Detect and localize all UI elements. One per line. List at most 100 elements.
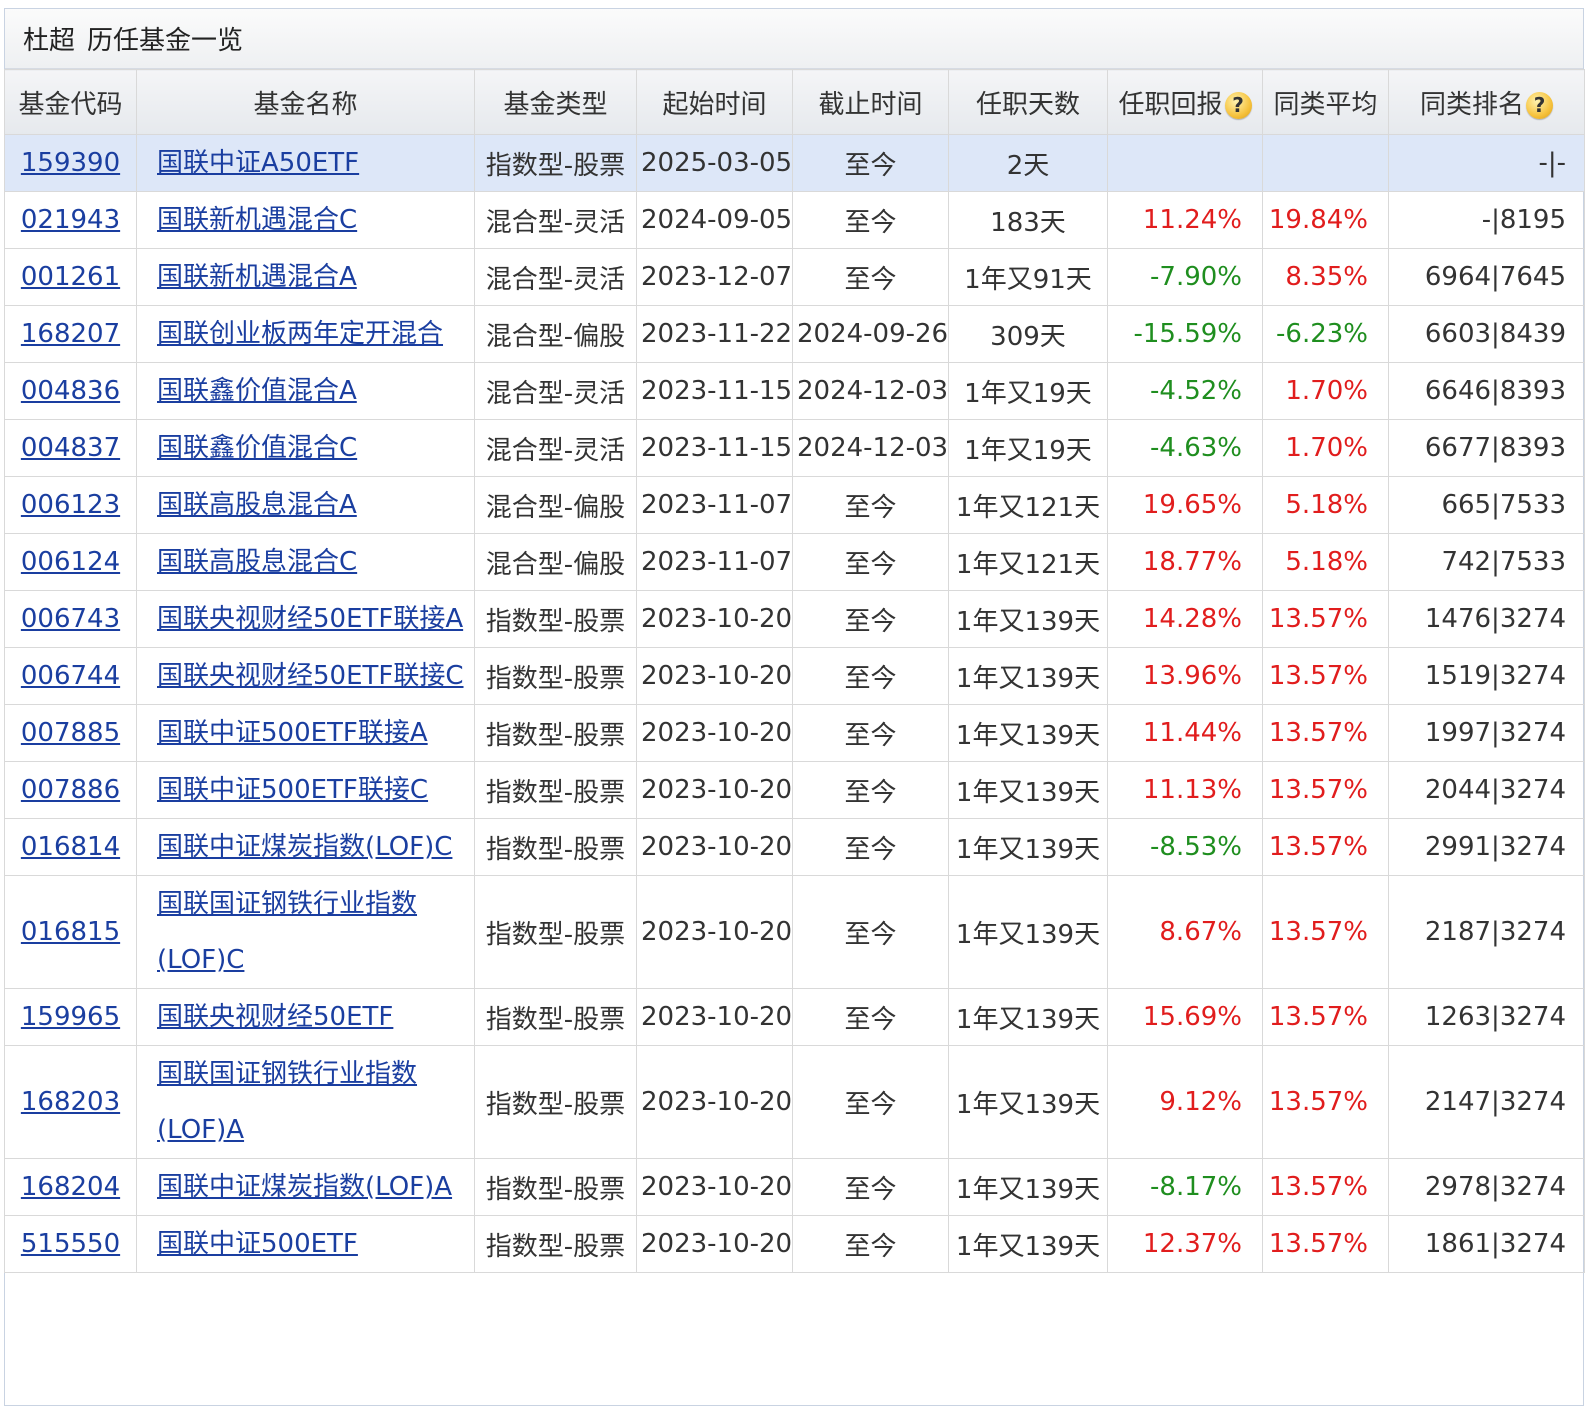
fund-code-link[interactable]: 016814: [20, 832, 121, 862]
tenure-days-cell: 1年又139天: [948, 704, 1108, 762]
peer-rank-cell: 6677|8393: [1388, 419, 1585, 477]
tenure-return-cell: 9.12%: [1107, 1045, 1263, 1159]
tenure-days-cell: 1年又139天: [948, 818, 1108, 876]
peer-average-cell: [1262, 134, 1389, 192]
end-date-cell: 至今: [792, 988, 949, 1046]
fund-name-link[interactable]: 国联高股息混合C: [157, 547, 358, 577]
tenure-days-cell: 183天: [948, 191, 1108, 249]
start-date-cell: 2023-11-22: [636, 305, 793, 363]
fund-code-link[interactable]: 006124: [20, 547, 121, 577]
col-header-return: 任职回报?: [1107, 69, 1263, 135]
fund-name-link[interactable]: 国联央视财经50ETF联接A: [157, 604, 464, 634]
fund-code-link[interactable]: 168207: [20, 319, 121, 349]
fund-type-cell: 混合型-偏股: [474, 476, 637, 534]
tenure-return-cell: 11.13%: [1107, 761, 1263, 819]
fund-code-link[interactable]: 159390: [20, 148, 121, 178]
fund-name-cell: 国联中证500ETF: [136, 1215, 475, 1273]
fund-name-link[interactable]: 国联创业板两年定开混合: [157, 319, 444, 349]
table-row: 006744 国联央视财经50ETF联接C 指数型-股票 2023-10-20 至今 1年…: [4, 647, 1585, 705]
start-date-cell: 2023-10-20: [636, 647, 793, 705]
fund-name-link[interactable]: 国联央视财经50ETF: [157, 1002, 394, 1032]
peer-average-cell: 13.57%: [1262, 1158, 1389, 1216]
fund-code-link[interactable]: 006744: [20, 661, 121, 691]
fund-name-link[interactable]: 国联鑫价值混合A: [157, 376, 357, 406]
end-date-cell: 至今: [792, 761, 949, 819]
tenure-return-cell: 11.24%: [1107, 191, 1263, 249]
tenure-return-cell: 12.37%: [1107, 1215, 1263, 1273]
peer-rank-cell: 6964|7645: [1388, 248, 1585, 306]
fund-code-cell: 159390: [4, 134, 137, 192]
fund-code-link[interactable]: 006743: [20, 604, 121, 634]
table-row: 006743 国联央视财经50ETF联接A 指数型-股票 2023-10-20 至今 1年…: [4, 590, 1585, 648]
help-icon[interactable]: ?: [1224, 91, 1252, 119]
end-date-cell: 至今: [792, 533, 949, 591]
fund-name-link[interactable]: 国联中证500ETF联接C: [157, 775, 429, 805]
fund-code-link[interactable]: 004836: [20, 376, 121, 406]
fund-code-cell: 004837: [4, 419, 137, 477]
fund-name-link[interactable]: 国联国证钢铁行业指数(LOF)A: [157, 1059, 418, 1145]
peer-rank-cell: 1997|3274: [1388, 704, 1585, 762]
tenure-return-cell: -8.53%: [1107, 818, 1263, 876]
fund-type-cell: 混合型-偏股: [474, 305, 637, 363]
tenure-days-cell: 1年又19天: [948, 362, 1108, 420]
fund-name-link[interactable]: 国联国证钢铁行业指数(LOF)C: [157, 889, 418, 975]
fund-code-link[interactable]: 016815: [20, 917, 121, 947]
peer-average-cell: 13.57%: [1262, 818, 1389, 876]
fund-code-link[interactable]: 001261: [20, 262, 121, 292]
col-header-return-label: 任职回报: [1118, 89, 1223, 120]
fund-code-cell: 021943: [4, 191, 137, 249]
fund-name-cell: 国联中证煤炭指数(LOF)C: [136, 818, 475, 876]
fund-type-cell: 指数型-股票: [474, 647, 637, 705]
fund-type-cell: 指数型-股票: [474, 1158, 637, 1216]
col-header-average: 同类平均: [1262, 69, 1389, 135]
fund-type-cell: 指数型-股票: [474, 704, 637, 762]
fund-name-link[interactable]: 国联央视财经50ETF联接C: [157, 661, 464, 691]
fund-name-link[interactable]: 国联中证500ETF联接A: [157, 718, 428, 748]
tenure-days-cell: 1年又139天: [948, 647, 1108, 705]
fund-name-cell: 国联央视财经50ETF: [136, 988, 475, 1046]
col-header-end: 截止时间: [792, 69, 949, 135]
fund-code-cell: 007885: [4, 704, 137, 762]
peer-rank-cell: 2147|3274: [1388, 1045, 1585, 1159]
fund-code-cell: 006743: [4, 590, 137, 648]
fund-code-cell: 515550: [4, 1215, 137, 1273]
fund-code-link[interactable]: 006123: [20, 490, 121, 520]
fund-code-link[interactable]: 004837: [20, 433, 121, 463]
start-date-cell: 2023-12-07: [636, 248, 793, 306]
fund-code-cell: 168207: [4, 305, 137, 363]
tenure-return-cell: 8.67%: [1107, 875, 1263, 989]
peer-average-cell: 1.70%: [1262, 362, 1389, 420]
start-date-cell: 2023-11-07: [636, 476, 793, 534]
peer-average-cell: 13.57%: [1262, 590, 1389, 648]
end-date-cell: 至今: [792, 1158, 949, 1216]
end-date-cell: 2024-09-26: [792, 305, 949, 363]
fund-name-link[interactable]: 国联新机遇混合C: [157, 205, 358, 235]
fund-code-link[interactable]: 159965: [20, 1002, 121, 1032]
tenure-return-cell: 18.77%: [1107, 533, 1263, 591]
start-date-cell: 2023-10-20: [636, 875, 793, 989]
fund-name-link[interactable]: 国联中证A50ETF: [157, 148, 360, 178]
col-header-rank-label: 同类排名: [1419, 89, 1524, 120]
fund-code-link[interactable]: 007885: [20, 718, 121, 748]
fund-name-link[interactable]: 国联新机遇混合A: [157, 262, 357, 292]
end-date-cell: 至今: [792, 191, 949, 249]
tenure-return-cell: -4.63%: [1107, 419, 1263, 477]
tenure-days-cell: 1年又139天: [948, 875, 1108, 989]
peer-rank-cell: 2187|3274: [1388, 875, 1585, 989]
peer-average-cell: 13.57%: [1262, 988, 1389, 1046]
peer-average-cell: 13.57%: [1262, 1215, 1389, 1273]
fund-code-link[interactable]: 515550: [20, 1229, 121, 1259]
fund-code-link[interactable]: 168204: [20, 1172, 121, 1202]
fund-name-link[interactable]: 国联高股息混合A: [157, 490, 357, 520]
fund-code-link[interactable]: 168203: [20, 1087, 121, 1117]
fund-code-link[interactable]: 021943: [20, 205, 121, 235]
end-date-cell: 至今: [792, 875, 949, 989]
fund-name-link[interactable]: 国联鑫价值混合C: [157, 433, 358, 463]
peer-rank-cell: 6603|8439: [1388, 305, 1585, 363]
fund-type-cell: 混合型-灵活: [474, 191, 637, 249]
fund-name-link[interactable]: 国联中证500ETF: [157, 1229, 358, 1259]
fund-code-link[interactable]: 007886: [20, 775, 121, 805]
fund-name-link[interactable]: 国联中证煤炭指数(LOF)C: [157, 832, 453, 862]
fund-name-link[interactable]: 国联中证煤炭指数(LOF)A: [157, 1172, 453, 1202]
help-icon[interactable]: ?: [1526, 91, 1553, 119]
